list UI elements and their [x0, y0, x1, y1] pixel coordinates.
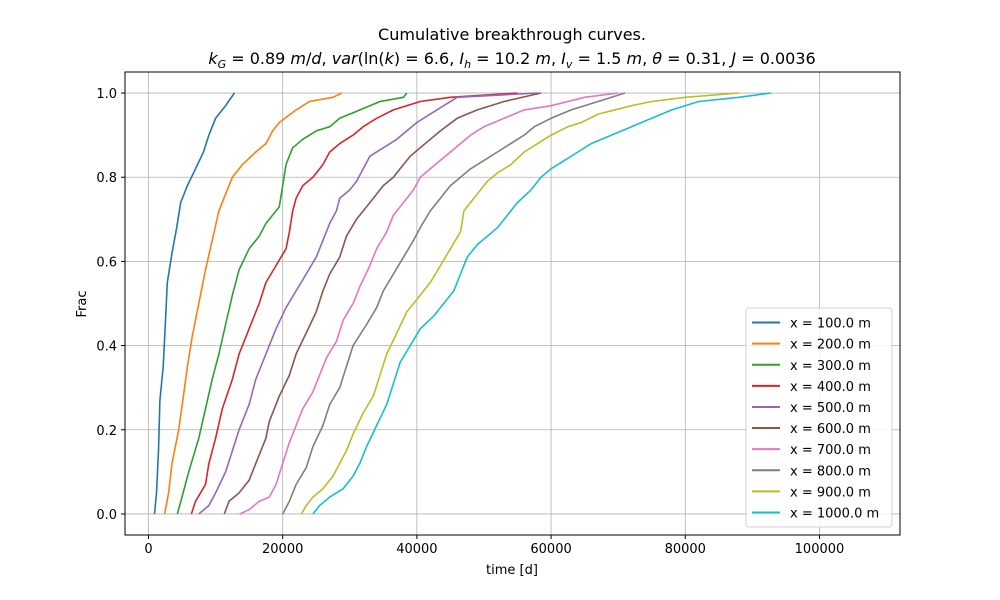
series-line-3	[176, 92, 408, 515]
y-tick-label: 0.4	[96, 340, 117, 355]
plot-frame	[124, 71, 901, 536]
legend-box	[745, 307, 893, 528]
legend-label: x = 900.0 m	[790, 485, 871, 500]
legend-label: x = 1000.0 m	[790, 506, 879, 521]
x-tick-label: 60000	[530, 542, 571, 557]
series-line-6	[223, 92, 542, 515]
x-tick-label: 100000	[795, 542, 845, 557]
legend-label: x = 300.0 m	[790, 359, 871, 374]
y-tick-label: 0.0	[96, 508, 117, 523]
chart-title-line1: Cumulative breakthrough curves.	[378, 25, 646, 44]
x-axis: 0 20000 40000 60000 80000 100000	[144, 535, 844, 557]
series-line-2	[163, 92, 343, 515]
series-line-5	[198, 92, 538, 515]
x-tick-label: 0	[144, 542, 152, 557]
legend-label: x = 500.0 m	[790, 401, 871, 416]
y-axis-label: Frac	[75, 291, 90, 318]
series-line-8	[281, 92, 626, 515]
y-tick-label: 0.2	[96, 424, 117, 439]
legend-label: x = 200.0 m	[790, 338, 871, 353]
y-tick-label: 0.6	[96, 255, 117, 270]
series-line-9	[300, 92, 740, 515]
series-line-10	[312, 92, 772, 515]
y-tick-label: 0.8	[96, 171, 117, 186]
chart-title-line2: kG = 0.89 m/d, var(ln(k) = 6.6, Ih = 10.…	[208, 49, 815, 71]
y-tick-label: 1.0	[96, 87, 117, 102]
legend-label: x = 700.0 m	[790, 443, 871, 458]
legend: x = 100.0 m x = 200.0 m x = 300.0 m x = 400…	[745, 307, 893, 528]
legend-label: x = 600.0 m	[790, 422, 871, 437]
series-line-1	[153, 92, 236, 515]
legend-label: x = 800.0 m	[790, 464, 871, 479]
x-tick-label: 80000	[665, 542, 706, 557]
y-axis: 0.0 0.2 0.4 0.6 0.8 1.0	[96, 87, 125, 523]
series-line-7	[239, 92, 619, 515]
legend-label: x = 400.0 m	[790, 380, 871, 395]
x-tick-label: 40000	[396, 542, 437, 557]
series-lines	[153, 92, 772, 515]
x-tick-label: 20000	[262, 542, 303, 557]
series-line-4	[190, 92, 518, 515]
legend-label: x = 100.0 m	[790, 317, 871, 332]
x-axis-label: time [d]	[486, 563, 538, 578]
